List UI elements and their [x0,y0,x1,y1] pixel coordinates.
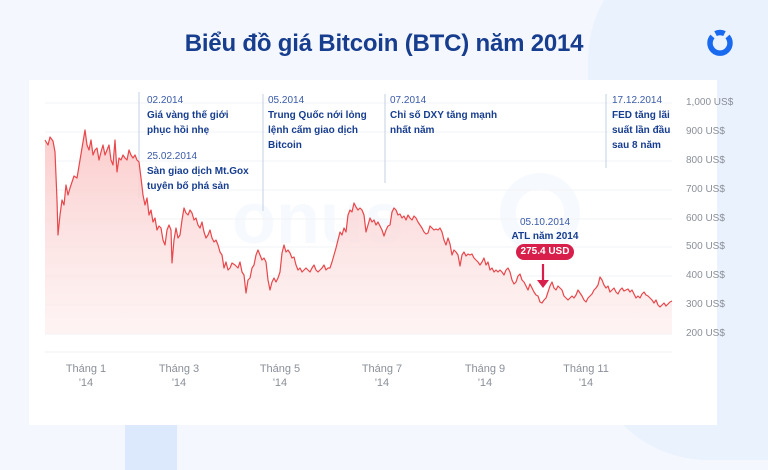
annotation-mtgox: 25.02.2014 Sàn giao dịch Mt.Gox tuyên bố… [147,149,249,194]
annotation-china: 05.2014 Trung Quốc nới lỏng lệnh cấm gia… [268,93,367,153]
annotation-text: phục hồi nhẹ [147,125,210,136]
annotation-text: suất lần đầu [612,125,671,136]
annotation-atl: 05.10.2014 ATL năm 2014 [500,216,590,244]
page-title: Biểu đồ giá Bitcoin (BTC) năm 2014 [184,30,584,57]
annotation-text: FED tăng lãi [612,110,670,121]
x-tick-year: '14 [578,377,594,389]
x-tick: Tháng 3 '14 [149,362,209,390]
annotation-text: Bitcoin [268,140,302,151]
x-tick-month: Tháng 7 [361,363,403,375]
x-tick: Tháng 1 '14 [56,362,116,390]
x-tick-year: '14 [374,377,390,389]
x-tick: Tháng 9 '14 [455,362,515,390]
x-tick-month: Tháng 3 [158,363,200,375]
y-tick: 600 US$ [686,213,725,224]
annotation-date: 07.2014 [390,95,427,106]
annotation-text: Sàn giao dịch Mt.Gox [147,166,249,177]
x-tick: Tháng 5 '14 [250,362,310,390]
annotation-text: sau 8 năm [612,140,661,151]
annotation-text: tuyên bố phá sản [147,181,230,192]
x-tick: Tháng 7 '14 [352,362,412,390]
x-tick-month: Tháng 9 [464,363,506,375]
annotation-text: nhất năm [390,125,435,136]
y-tick: 400 US$ [686,270,725,281]
x-tick-month: Tháng 11 [563,363,609,375]
x-tick-year: '14 [477,377,493,389]
annotation-date: 25.02.2014 [147,151,198,162]
annotation-text: lệnh cấm giao dịch [268,125,359,136]
annotation-date: 02.2014 [147,95,184,106]
x-tick-year: '14 [171,377,187,389]
atl-arrow-icon [537,264,549,288]
annotation-date: 05.2014 [268,95,305,106]
x-tick-year: '14 [272,377,288,389]
y-tick: 900 US$ [686,126,725,137]
y-tick: 500 US$ [686,241,725,252]
annotation-date: 17.12.2014 [612,95,663,106]
annotation-text: Trung Quốc nới lỏng [268,110,367,121]
y-tick: 800 US$ [686,155,725,166]
annotation-text: Chỉ số DXY tăng mạnh [390,110,498,121]
y-tick: 300 US$ [686,299,725,310]
background-shape-bottom [125,425,177,470]
x-tick-month: Tháng 5 [259,363,301,375]
atl-value-badge: 275.4 USD [516,244,574,260]
annotation-fed: 17.12.2014 FED tăng lãi suất lần đầu sau… [612,93,670,153]
atl-label: ATL năm 2014 [511,231,579,242]
annotation-text: Giá vàng thế giới [147,110,229,121]
x-tick-year: '14 [78,377,94,389]
x-tick-month: Tháng 1 [65,363,107,375]
x-tick: Tháng 11 '14 [556,362,616,390]
price-line [44,129,673,308]
annotation-gold: 02.2014 Giá vàng thế giới phục hồi nhẹ [147,93,229,138]
annotation-dxy: 07.2014 Chỉ số DXY tăng mạnh nhất năm [390,93,497,138]
onus-ring-logo-icon [707,29,733,56]
y-tick: 1,000 US$ [686,97,734,108]
y-tick: 200 US$ [686,328,725,339]
atl-date: 05.10.2014 [519,217,571,228]
y-tick: 700 US$ [686,184,725,195]
